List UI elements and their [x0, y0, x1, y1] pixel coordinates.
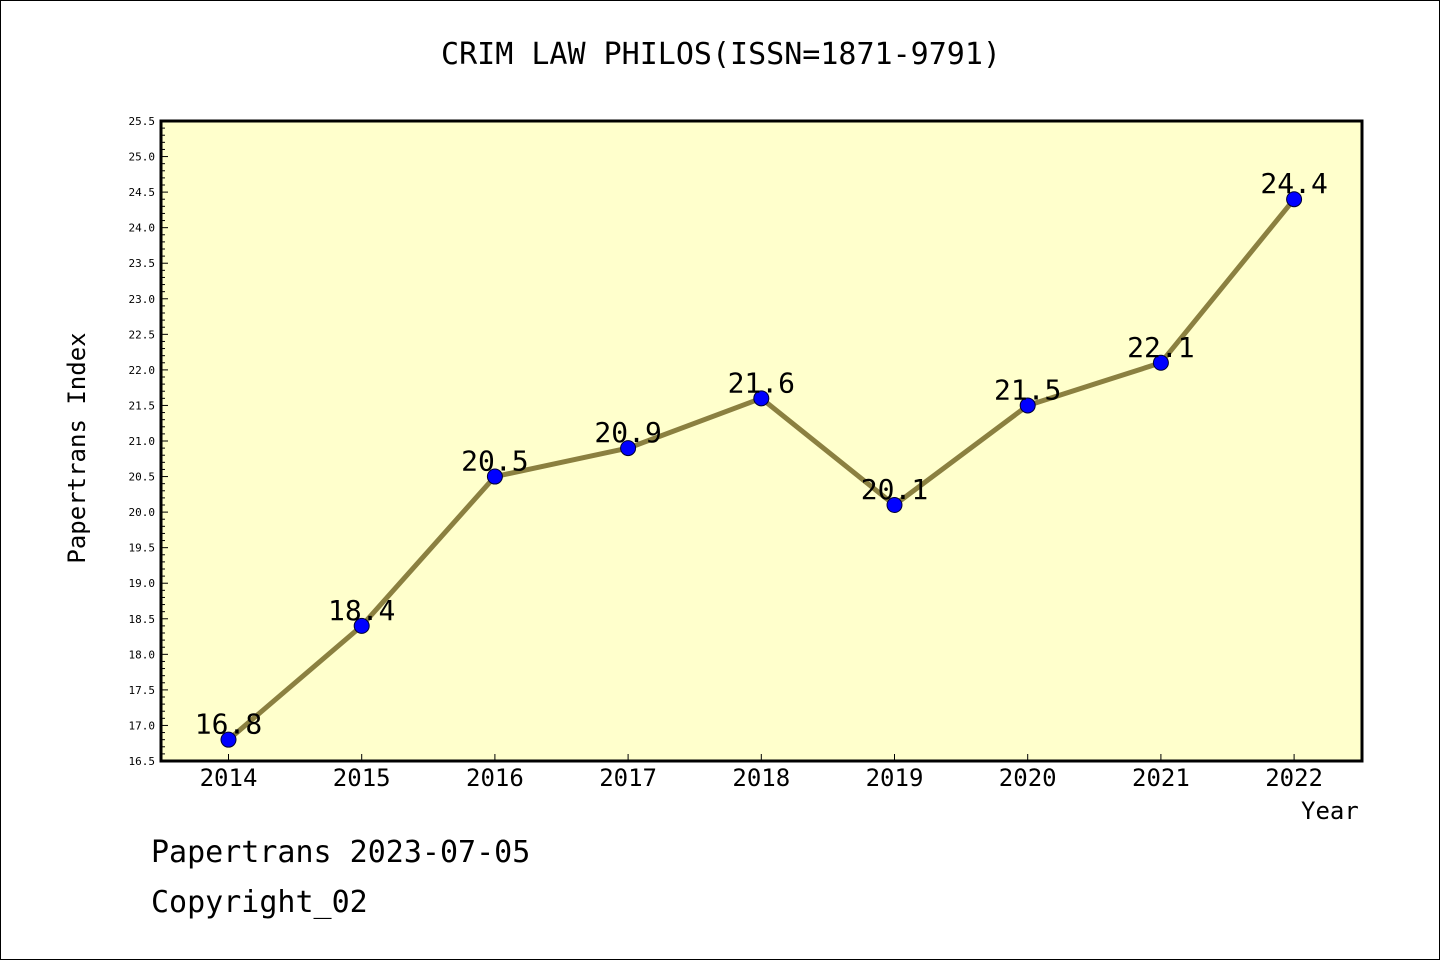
chart-title: CRIM LAW PHILOS(ISSN=1871-9791) — [441, 37, 1001, 72]
y-tick-label: 19.5 — [129, 542, 156, 555]
y-tick-label: 25.5 — [129, 115, 156, 128]
x-tick-label: 2022 — [1265, 764, 1323, 792]
x-tick-label: 2014 — [200, 764, 258, 792]
data-label: 24.4 — [1260, 167, 1327, 200]
data-point — [486, 468, 503, 485]
y-tick-label: 20.5 — [129, 471, 156, 484]
x-tick-label: 2019 — [866, 764, 924, 792]
x-tick-label: 2018 — [732, 764, 790, 792]
y-tick-label: 16.5 — [129, 755, 156, 768]
data-label: 20.1 — [861, 473, 928, 506]
y-tick-label: 18.5 — [129, 613, 156, 626]
data-point — [1152, 354, 1169, 371]
x-tick-label: 2021 — [1132, 764, 1190, 792]
data-label: 18.4 — [328, 594, 395, 627]
x-tick-label: 2020 — [999, 764, 1057, 792]
y-tick-label: 17.5 — [129, 684, 156, 697]
y-tick-label: 24.0 — [129, 222, 156, 235]
data-point — [886, 497, 903, 513]
x-axis: 2014 2015 2016 2017 2018 2019 2020 2021 2022 — [200, 754, 1323, 792]
y-tick-label: 17.0 — [129, 719, 156, 732]
y-tick-label: 22.0 — [129, 364, 156, 377]
y-tick-label: 20.0 — [129, 506, 156, 519]
y-axis: 16.5 17.0 17.5 18.0 18.5 19.0 19.5 20.0 20.5 21.0… — [129, 115, 168, 768]
x-tick-label: 2015 — [333, 764, 391, 792]
footer-date: Papertrans 2023-07-05 — [151, 835, 531, 870]
data-label: 21.5 — [994, 373, 1061, 406]
x-axis-label: Year — [1301, 797, 1359, 825]
y-tick-label: 19.0 — [129, 577, 156, 590]
y-tick-label: 18.0 — [129, 648, 156, 661]
y-tick-label: 23.5 — [129, 257, 156, 270]
y-tick-label: 22.5 — [129, 328, 156, 341]
data-point — [753, 390, 770, 407]
data-label: 20.9 — [594, 416, 661, 449]
y-tick-label: 24.5 — [129, 186, 156, 199]
data-point — [353, 617, 370, 634]
data-label: 16.8 — [195, 708, 262, 741]
x-tick-label: 2016 — [466, 764, 524, 792]
data-point — [1019, 397, 1036, 414]
data-labels: 16.8 18.4 20.5 20.9 21.6 20.1 21.5 22.1 24.4 — [195, 167, 1328, 740]
data-series — [220, 191, 1303, 748]
data-label: 20.5 — [461, 445, 528, 478]
y-tick-label: 21.5 — [129, 399, 156, 412]
y-tick-label: 25.0 — [129, 151, 156, 164]
data-label: 22.1 — [1127, 331, 1194, 364]
data-point — [1286, 191, 1303, 208]
plot-area — [159, 119, 1364, 763]
y-tick-label: 21.0 — [129, 435, 156, 448]
x-tick-label: 2017 — [599, 764, 657, 792]
data-label: 21.6 — [728, 366, 795, 399]
footer-copyright: Copyright_02 — [151, 885, 368, 920]
data-point — [220, 731, 237, 748]
y-tick-label: 23.0 — [129, 293, 156, 306]
data-point — [620, 440, 637, 457]
